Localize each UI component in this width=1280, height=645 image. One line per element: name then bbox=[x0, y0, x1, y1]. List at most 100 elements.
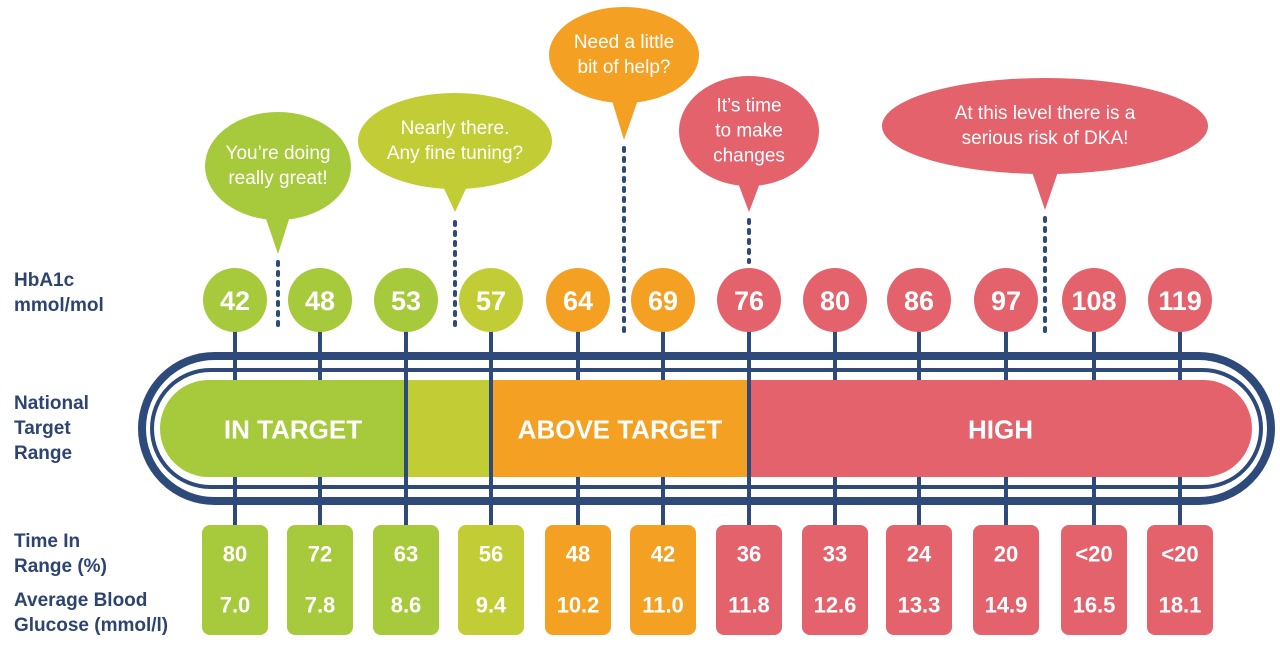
callout-text-line: really great! bbox=[228, 168, 327, 189]
hba1c-circle bbox=[546, 268, 610, 332]
hba1c-circle bbox=[717, 268, 781, 332]
value-box bbox=[630, 525, 696, 635]
hba1c-row-label: HbA1c mmol/mol bbox=[14, 268, 104, 318]
hba1c-circle bbox=[1148, 268, 1212, 332]
callout-tail bbox=[440, 180, 470, 212]
time-in-range-value: 20 bbox=[994, 542, 1018, 567]
time-in-range-value: 80 bbox=[223, 542, 247, 567]
callout-tail bbox=[735, 175, 763, 212]
glucose-value: 7.0 bbox=[220, 593, 251, 618]
glucose-value: 11.0 bbox=[642, 593, 684, 618]
value-box bbox=[716, 525, 782, 635]
callout-bubble bbox=[679, 76, 819, 186]
callout-bubble bbox=[882, 78, 1208, 174]
glucose-value: 16.5 bbox=[1073, 593, 1116, 618]
time-in-range-value: 36 bbox=[737, 542, 761, 567]
time-in-range-value: 63 bbox=[394, 542, 418, 567]
glucose-label-line: Glucose (mmol/l) bbox=[14, 615, 169, 636]
callout-text-line: Nearly there. bbox=[401, 118, 510, 139]
time-in-range-value: 42 bbox=[651, 542, 675, 567]
time-in-range-row-label: Time In Range (%) bbox=[14, 529, 107, 579]
range-bar bbox=[160, 380, 1252, 477]
callout-text-line: to make bbox=[715, 121, 783, 142]
range-label-line: Target bbox=[14, 418, 71, 439]
glucose-value: 14.9 bbox=[985, 593, 1028, 618]
value-box bbox=[886, 525, 952, 635]
average-blood-glucose-row-label: Average Blood Glucose (mmol/l) bbox=[14, 588, 168, 638]
glucose-value: 12.6 bbox=[814, 593, 857, 618]
callout-tail bbox=[263, 210, 292, 254]
callout-text-line: changes bbox=[713, 146, 785, 167]
glucose-value: 13.3 bbox=[898, 593, 941, 618]
glucose-label-line: Average Blood bbox=[14, 590, 148, 611]
callout-tail bbox=[610, 94, 640, 140]
glucose-value: 8.6 bbox=[391, 593, 422, 618]
hba1c-circle bbox=[1062, 268, 1126, 332]
range-band-label: ABOVE TARGET bbox=[518, 415, 723, 445]
callout-text-line: It’s time bbox=[716, 96, 781, 117]
hba1c-value: 80 bbox=[820, 286, 850, 316]
callout-bubble bbox=[549, 7, 699, 103]
hba1c-value: 97 bbox=[991, 286, 1021, 316]
callout-text-line: You’re doing bbox=[226, 143, 331, 164]
time-in-range-value: 72 bbox=[308, 542, 332, 567]
hba1c-circle bbox=[374, 268, 438, 332]
time-in-range-value: 48 bbox=[566, 542, 590, 567]
range-label-line: National bbox=[14, 393, 89, 414]
value-box bbox=[1061, 525, 1127, 635]
range-label-line: Range bbox=[14, 443, 73, 464]
national-target-range-row-label: National Target Range bbox=[14, 391, 89, 466]
range-band-3 bbox=[491, 380, 749, 477]
callout-text-line: serious risk of DKA! bbox=[962, 128, 1129, 149]
hba1c-value: 119 bbox=[1158, 286, 1202, 316]
glucose-value: 10.2 bbox=[557, 593, 600, 618]
hba1c-value: 86 bbox=[904, 286, 934, 316]
callout-text-line: Need a little bbox=[574, 32, 674, 53]
range-band-label: IN TARGET bbox=[224, 415, 362, 445]
range-track-inner-ring bbox=[150, 368, 1263, 489]
hba1c-value: 53 bbox=[391, 286, 421, 316]
hba1c-circle bbox=[288, 268, 352, 332]
range-band-4 bbox=[749, 380, 1252, 477]
value-box bbox=[802, 525, 868, 635]
time-in-range-value: <20 bbox=[1161, 542, 1198, 567]
hba1c-value: 69 bbox=[648, 286, 678, 316]
glucose-value: 7.8 bbox=[305, 593, 336, 618]
hba1c-circle bbox=[887, 268, 951, 332]
hba1c-circle bbox=[803, 268, 867, 332]
value-box bbox=[287, 525, 353, 635]
callout-bubble bbox=[358, 93, 552, 189]
hba1c-label-line: mmol/mol bbox=[14, 295, 104, 316]
hba1c-value: 57 bbox=[476, 286, 506, 316]
callout-tail bbox=[1030, 166, 1060, 210]
callout-text-line: bit of help? bbox=[578, 57, 671, 78]
hba1c-circle bbox=[974, 268, 1038, 332]
callout-text-line: Any fine tuning? bbox=[387, 143, 523, 164]
range-track-outer-ring bbox=[138, 352, 1275, 505]
time-label-line: Range (%) bbox=[14, 556, 107, 577]
hba1c-circle bbox=[203, 268, 267, 332]
value-box bbox=[373, 525, 439, 635]
value-box bbox=[1147, 525, 1213, 635]
callout-bubble bbox=[205, 112, 351, 220]
hba1c-value: 76 bbox=[734, 286, 764, 316]
time-in-range-value: 56 bbox=[479, 542, 503, 567]
value-box bbox=[458, 525, 524, 635]
hba1c-label-line: HbA1c bbox=[14, 270, 75, 291]
hba1c-value: 42 bbox=[220, 286, 250, 316]
glucose-value: 11.8 bbox=[728, 593, 770, 618]
range-band-label: HIGH bbox=[968, 415, 1033, 445]
hba1c-value: 48 bbox=[305, 286, 335, 316]
value-box bbox=[973, 525, 1039, 635]
time-in-range-value: <20 bbox=[1075, 542, 1112, 567]
hba1c-circle bbox=[631, 268, 695, 332]
time-in-range-value: 24 bbox=[907, 542, 932, 567]
time-in-range-value: 33 bbox=[823, 542, 847, 567]
value-box bbox=[545, 525, 611, 635]
hba1c-value: 64 bbox=[563, 286, 593, 316]
range-band-1 bbox=[160, 380, 406, 477]
hba1c-circle bbox=[459, 268, 523, 332]
glucose-value: 18.1 bbox=[1159, 593, 1202, 618]
hba1c-value: 108 bbox=[1071, 286, 1116, 316]
